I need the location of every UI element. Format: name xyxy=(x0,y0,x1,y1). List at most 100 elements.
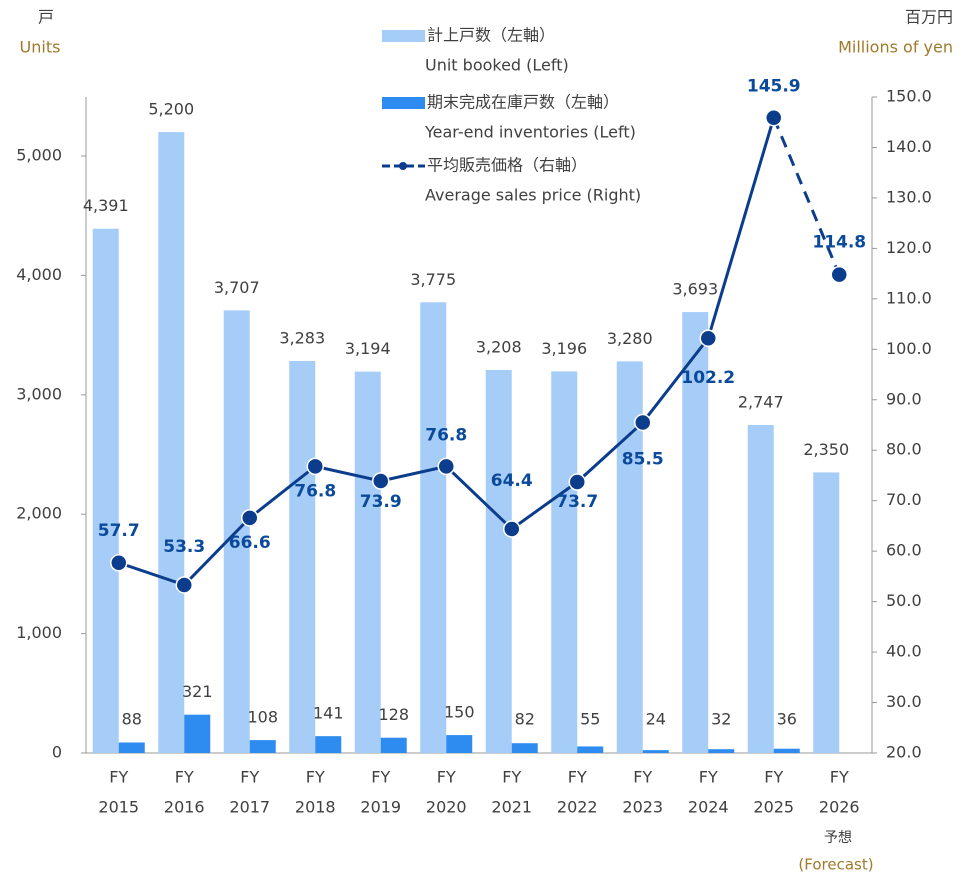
data-label: 102.2 xyxy=(681,368,735,388)
bar xyxy=(577,746,604,753)
data-label: 114.8 xyxy=(812,233,866,253)
data-label: 141 xyxy=(313,704,344,723)
bar xyxy=(485,369,512,753)
data-label: 64.4 xyxy=(491,471,533,491)
data-label: 82 xyxy=(515,710,535,729)
data-label: 321 xyxy=(182,682,213,701)
data-label: 66.6 xyxy=(229,533,271,553)
x-tick-label: FY xyxy=(502,768,521,787)
x-tick-label: 2022 xyxy=(557,798,598,817)
bar xyxy=(813,472,840,753)
bar xyxy=(249,740,276,753)
y-tick-label: 5,000 xyxy=(16,146,62,165)
data-label: 53.3 xyxy=(163,537,205,557)
data-label: 57.7 xyxy=(98,521,140,541)
legend-label: 計上戸数（左軸） xyxy=(427,26,555,45)
legend-swatch xyxy=(382,97,425,109)
data-label: 36 xyxy=(777,710,797,729)
y-axis-label-en: Units xyxy=(20,38,61,57)
bar xyxy=(354,371,381,753)
bar xyxy=(511,743,538,753)
x-tick-label: FY xyxy=(109,768,128,787)
x-tick-label: FY xyxy=(371,768,390,787)
y-tick-label: 1,000 xyxy=(16,623,62,642)
data-label: 4,391 xyxy=(83,196,129,215)
legend-label-en: Unit booked (Left) xyxy=(425,56,569,75)
y-tick-label: 0 xyxy=(52,743,62,762)
legend-label-en: Average sales price (Right) xyxy=(425,186,641,205)
data-label: 88 xyxy=(122,710,142,729)
line-forecast xyxy=(772,117,841,276)
bar xyxy=(773,748,800,753)
legend-label: 期末完成在庫戸数（左軸） xyxy=(427,93,619,112)
y2-tick-label: 80.0 xyxy=(886,440,922,459)
y2-tick-label: 140.0 xyxy=(886,137,932,156)
data-label: 5,200 xyxy=(148,100,194,119)
x-tick-label: 2020 xyxy=(426,798,467,817)
y2-tick-label: 130.0 xyxy=(886,187,932,206)
x-tick-label: 2015 xyxy=(98,798,139,817)
line-point xyxy=(765,108,783,127)
data-label: 2,350 xyxy=(803,440,849,459)
forecast-label: 予想 xyxy=(824,830,852,846)
bar xyxy=(747,425,774,753)
x-tick-label: FY xyxy=(240,768,259,787)
line-point xyxy=(699,329,717,347)
line-point xyxy=(372,472,390,490)
y-tick-label: 2,000 xyxy=(16,504,62,523)
data-label: 24 xyxy=(646,710,666,729)
x-tick-label: 2016 xyxy=(164,798,205,817)
data-label: 145.9 xyxy=(747,77,801,97)
x-tick-label: 2025 xyxy=(753,798,794,817)
x-tick-label: 2021 xyxy=(491,798,532,817)
x-tick-label: 2023 xyxy=(622,798,663,817)
data-label: 3,283 xyxy=(279,329,325,348)
line-point xyxy=(110,554,128,572)
x-tick-label: 2019 xyxy=(360,798,401,817)
y-axis-label: 戸 xyxy=(38,8,54,27)
x-tick-label: FY xyxy=(175,768,194,787)
x-tick-label: FY xyxy=(568,768,587,787)
x-tick-label: FY xyxy=(764,768,783,787)
y2-tick-label: 20.0 xyxy=(886,743,922,762)
x-tick-label: 2017 xyxy=(229,798,270,817)
y2-tick-label: 70.0 xyxy=(886,490,922,509)
legend-label-en: Year-end inventories (Left) xyxy=(424,123,636,142)
data-label: 73.7 xyxy=(556,492,598,512)
y2-tick-label: 60.0 xyxy=(886,541,922,560)
data-label: 73.9 xyxy=(360,492,402,512)
bar xyxy=(708,749,735,753)
line-point xyxy=(568,473,586,491)
y2-tick-label: 50.0 xyxy=(886,591,922,610)
data-label: 76.8 xyxy=(294,481,336,501)
line-point xyxy=(830,265,848,284)
legend-swatch xyxy=(382,30,425,42)
bar xyxy=(642,750,669,753)
x-tick-label: FY xyxy=(830,768,849,787)
data-label: 3,194 xyxy=(345,339,391,358)
y-tick-label: 3,000 xyxy=(16,384,62,403)
x-tick-label: FY xyxy=(633,768,652,787)
data-label: 3,280 xyxy=(607,329,653,348)
x-tick-label: 2024 xyxy=(688,798,729,817)
y2-tick-label: 120.0 xyxy=(886,238,932,257)
legend-label: 平均販売価格（右軸） xyxy=(427,156,587,175)
data-label: 128 xyxy=(378,705,409,724)
data-label: 3,707 xyxy=(214,278,260,297)
bar xyxy=(289,361,316,753)
data-label: 55 xyxy=(580,710,600,729)
legend-swatch xyxy=(399,162,407,170)
bar xyxy=(118,742,145,753)
y2-tick-label: 150.0 xyxy=(886,87,932,106)
line-point xyxy=(175,576,193,594)
y2-tick-label: 90.0 xyxy=(886,389,922,408)
data-label: 150 xyxy=(444,703,475,722)
data-label: 85.5 xyxy=(622,449,664,469)
data-label: 3,208 xyxy=(476,337,522,356)
data-label: 32 xyxy=(711,710,731,729)
line-point xyxy=(503,520,521,538)
x-tick-label: FY xyxy=(437,768,456,787)
bar xyxy=(420,302,447,753)
y2-axis-label: 百万円 xyxy=(905,8,953,27)
